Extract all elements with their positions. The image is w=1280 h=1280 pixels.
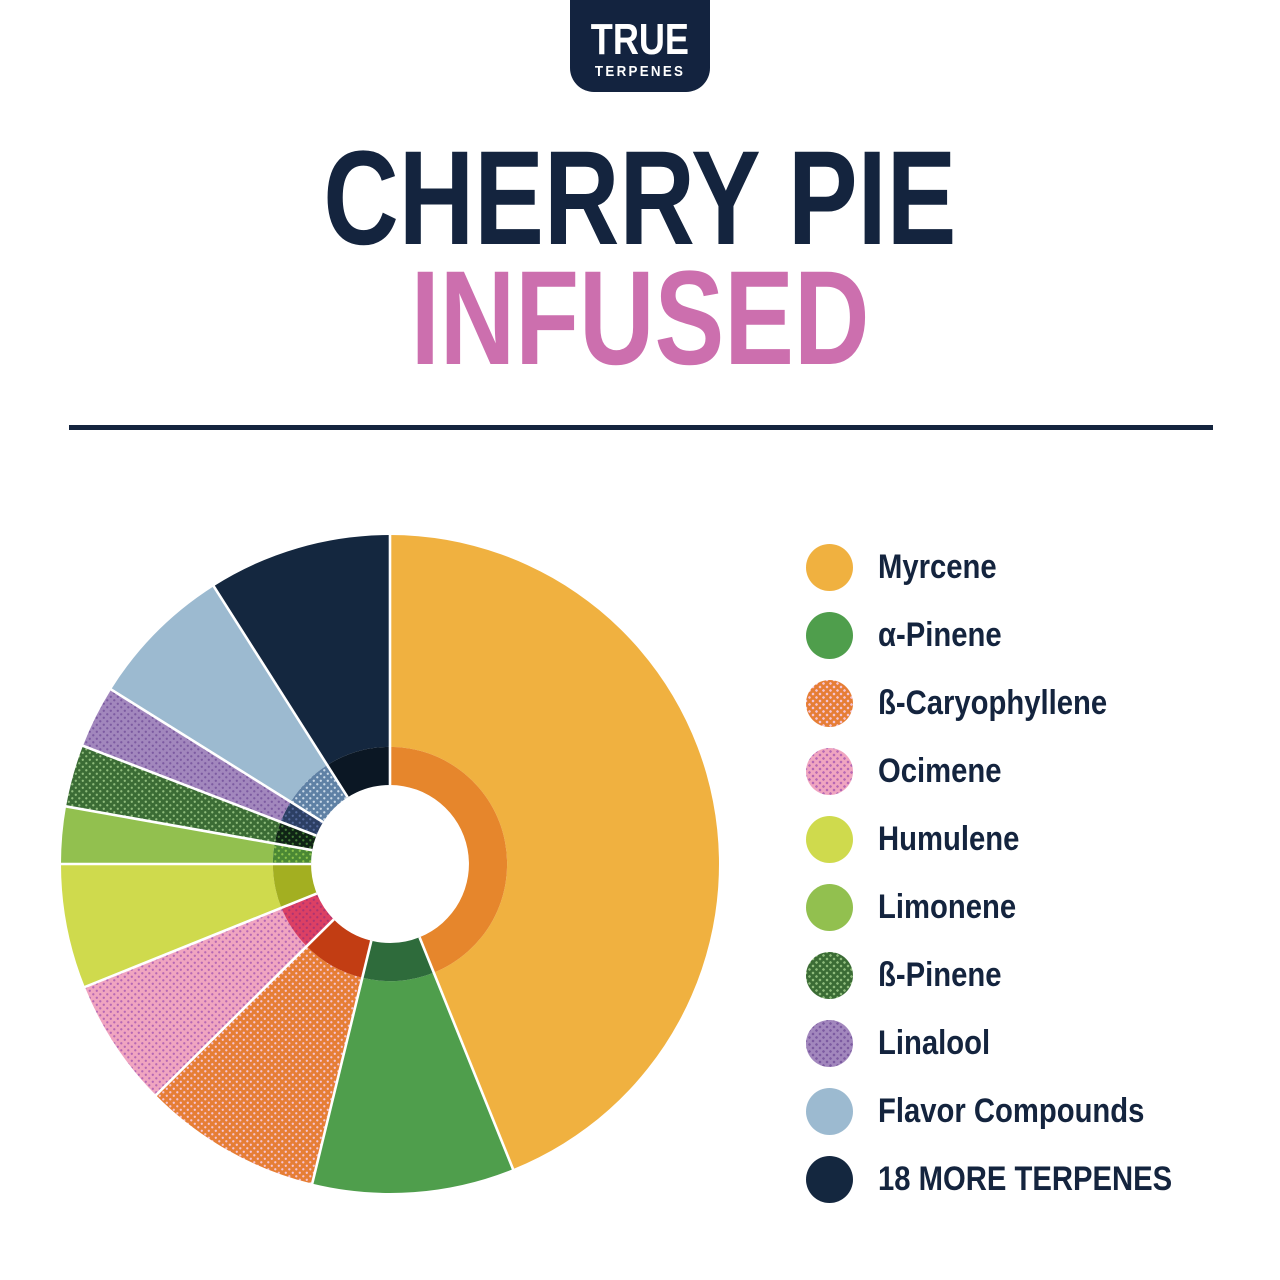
pie-inner-ring--pinene xyxy=(274,821,317,851)
legend-swatch-1 xyxy=(806,543,853,591)
legend-item: Myrcene xyxy=(806,533,1220,601)
legend-item: Flavor Compounds xyxy=(806,1077,1220,1145)
legend-item: Ocimene xyxy=(806,737,1220,805)
chart-legend: Myrcene α-Pinene ß-Caryophyllene Ocimene Hum… xyxy=(806,533,1220,1213)
slice-separator xyxy=(212,585,349,799)
legend-swatch-9 xyxy=(806,1087,853,1135)
pie-slice-18-more-terpenes xyxy=(213,535,390,766)
pie-inner-ring-18-more-terpenes xyxy=(327,746,390,798)
slice-separator xyxy=(65,805,313,852)
slice-separator xyxy=(418,936,515,1171)
legend-label: Flavor Compounds xyxy=(878,1091,1145,1130)
divider-rule xyxy=(69,425,1213,430)
pie-slice--caryophyllene xyxy=(155,946,363,1184)
pie-slice-flavor-compounds xyxy=(111,586,328,802)
legend-label: α-Pinene xyxy=(878,615,1002,654)
slice-separator xyxy=(154,918,335,1097)
pie-slice-linalool xyxy=(82,689,291,822)
legend-item: ß-Pinene xyxy=(806,941,1220,1009)
legend-label: Ocimene xyxy=(878,751,1002,790)
legend-swatch-10 xyxy=(806,1155,853,1203)
pie-inner-ring-linalool xyxy=(280,801,324,836)
pie-inner-ring-ocimene xyxy=(281,893,334,947)
legend-swatch-7 xyxy=(806,951,853,999)
legend-item: α-Pinene xyxy=(806,601,1220,669)
pie-inner-ring-myrcene xyxy=(390,746,508,973)
pie-slice-humulene xyxy=(61,864,282,988)
pie-slice-myrcene xyxy=(390,535,719,1170)
legend-swatch-6 xyxy=(806,883,853,931)
legend-item: Humulene xyxy=(806,805,1220,873)
pie-inner-ring--caryophyllene xyxy=(306,919,372,978)
brand-wordmark: TRUE xyxy=(590,15,690,65)
slice-separator xyxy=(110,688,324,824)
brand-wordmark-subtext: TERPENES xyxy=(594,64,686,81)
legend-swatch-4 xyxy=(806,747,853,795)
legend-swatch-3 xyxy=(806,679,853,727)
legend-swatch-5 xyxy=(806,815,853,863)
legend-swatch-2 xyxy=(806,611,853,659)
legend-item: ß-Caryophyllene xyxy=(806,669,1220,737)
legend-label: Linalool xyxy=(878,1023,991,1062)
slice-separator xyxy=(82,744,317,837)
legend-swatch-8 xyxy=(806,1019,853,1067)
legend-label: ß-Pinene xyxy=(878,955,1002,994)
terpene-donut-chart xyxy=(60,534,719,1194)
legend-label: Myrcene xyxy=(878,547,997,586)
pie-inner-ring-flavor-compounds xyxy=(290,765,348,823)
slice-separator xyxy=(310,940,373,1185)
legend-label: Limonene xyxy=(878,887,1017,926)
slice-separator xyxy=(83,892,318,989)
pie-slice--pinene xyxy=(66,745,281,844)
legend-item: Limonene xyxy=(806,873,1220,941)
legend-item: Linalool xyxy=(806,1009,1220,1077)
pie-slice--pinene xyxy=(312,972,514,1194)
legend-label: Humulene xyxy=(878,819,1020,858)
legend-label: 18 MORE TERPENES xyxy=(878,1159,1173,1198)
brand-logo: TRUE TERPENES xyxy=(570,0,710,92)
pie-slice-limonene xyxy=(61,806,275,864)
page-title-strain: CHERRY PIE xyxy=(323,124,957,273)
pie-slice-ocimene xyxy=(84,907,307,1096)
legend-item: 18 MORE TERPENES xyxy=(806,1145,1220,1213)
page-title-infused: INFUSED xyxy=(410,244,870,393)
legend-label: ß-Caryophyllene xyxy=(878,683,1108,722)
pie-inner-ring--pinene xyxy=(362,937,434,982)
